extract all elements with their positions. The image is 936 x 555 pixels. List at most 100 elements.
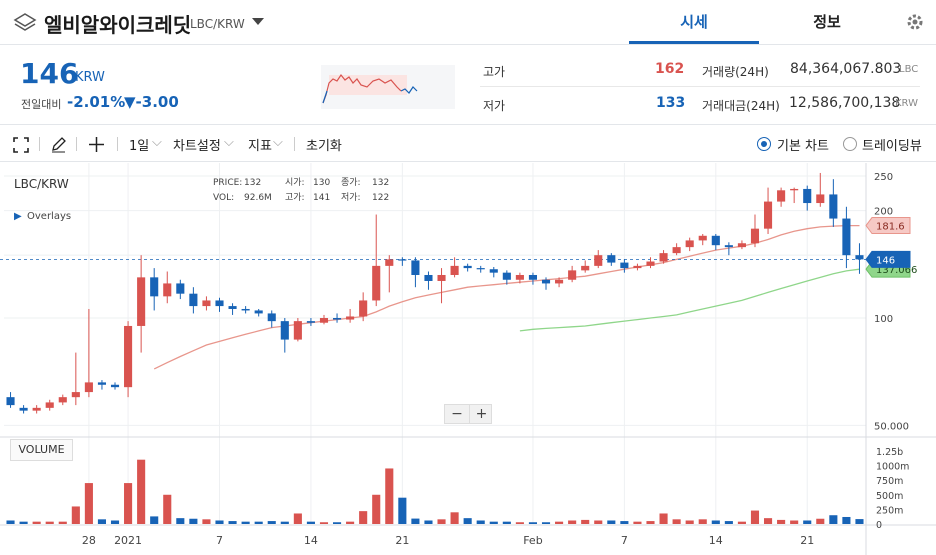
candle-body [515,274,524,280]
zoom-out-button[interactable]: − [451,406,463,422]
candle-body [541,279,551,284]
indicators-menu[interactable]: 지표 [248,139,272,154]
zoom-in-button[interactable]: + [469,405,493,423]
candle-body [463,265,472,269]
ohlc-legend-text: 92.6M [244,193,272,203]
tab-quote[interactable]: 시세 [629,0,759,44]
ma-slow-tag: 137.066 [876,265,917,276]
basic-chart-label[interactable]: 기본 차트 [777,139,829,154]
volume-bar [19,521,28,524]
tradingview-label[interactable]: 트레이딩뷰 [862,139,922,154]
zoom-controls: − + [444,404,492,424]
change-label: 전일대비 [21,98,62,111]
time-tick-label: Feb [523,534,542,547]
tradingview-radio[interactable] [843,137,857,151]
volume-tick-label: 1000m [876,462,909,473]
volume-bar [241,521,250,524]
price-tick-label: 50.000 [874,421,909,432]
volume-bar [280,521,289,524]
volume-tick-label: 0 [876,520,882,531]
volume-bar [267,521,276,524]
high-label: 고가 [483,65,506,79]
candle-body [476,268,485,270]
time-tick-label: 7 [216,534,223,547]
chart-area[interactable]: LBC/KRW ▶ Overlays PRICE: 132 시가: 130 종가: 132 VOL… [0,163,936,555]
volume-bar [163,494,172,524]
volume-bar [385,468,394,524]
volume-unit: LBC [899,64,919,75]
candle-body [254,310,263,314]
candle-body [45,402,54,408]
change-absolute: ▼-3.00 [124,93,179,111]
candle-body [502,272,511,280]
interval-select[interactable]: 1일 [129,139,150,154]
candle-body [711,235,720,246]
candle-body [816,194,825,204]
toolbar-divider [294,137,295,151]
overlays-toggle: Overlays [27,211,71,222]
chart-settings-menu[interactable]: 차트설정 [173,139,221,154]
candle-body [450,265,459,275]
volume-bar [777,519,786,524]
volume-bar [58,521,67,524]
chart-symbol: LBC/KRW [14,177,69,191]
candle-body [346,316,355,320]
reset-button[interactable]: 초기화 [306,139,342,154]
volume-bar [71,506,80,524]
price-unit: KRW [75,70,105,85]
basic-chart-radio[interactable] [757,137,771,151]
candle-body [528,274,538,280]
candle-body [763,201,773,229]
candle-body [319,318,329,323]
candle-body [411,260,420,275]
time-tick-label: 7 [621,534,628,547]
gear-icon[interactable] [905,12,925,32]
pencil-icon[interactable] [50,136,67,153]
mini-sparkline [321,65,455,109]
crosshair-icon[interactable] [88,136,105,153]
ohlc-legend-text: PRICE: [213,178,242,188]
pair-dropdown-chevron-down-icon[interactable] [252,18,264,25]
volume-bar [803,520,812,524]
candle-body [97,382,107,385]
candle-body [293,321,302,340]
ohlc-legend-text: VOL: [213,193,234,203]
volume-bar [659,513,668,524]
ma-fast-tag-box [865,217,911,235]
volume-bar [372,494,381,524]
candle-body [489,269,498,273]
volume-bar [110,520,120,524]
volume-bar [842,516,851,524]
ohlc-legend-text: 132 [244,178,261,188]
volume-bar [254,521,263,524]
volume-bar [84,483,93,524]
tab-info[interactable]: 정보 [813,13,841,31]
low-label: 저가 [483,99,506,113]
candle-body [750,228,760,244]
volume-bar [515,522,524,524]
volume-bar [763,518,773,524]
chevron-down-icon: ⌵ [273,135,283,150]
volume-bar [502,521,511,524]
candle-body [672,247,681,254]
fullscreen-icon[interactable] [13,137,29,153]
amount-label: 거래대금(24H) [702,99,780,113]
volume-bar [476,520,485,524]
candle-body [633,265,642,269]
candle-body [685,240,694,248]
pair-label: LBC/KRW [190,17,245,31]
low-value: 133 [656,95,686,111]
candle-body [829,194,838,219]
chevron-down-icon: ⌵ [152,135,162,150]
volume-bar [633,521,642,524]
volume-bar [346,521,355,524]
volume-bar [737,521,746,524]
candle-body [698,235,707,241]
volume-label: 거래량(24H) [702,65,769,79]
time-tick-label: 28 [82,534,96,547]
candle-body [306,321,315,323]
volume-value: 84,364,067.803 [790,61,902,77]
ohlc-legend-text: 시가: [285,177,305,188]
volume-bar [359,511,368,524]
